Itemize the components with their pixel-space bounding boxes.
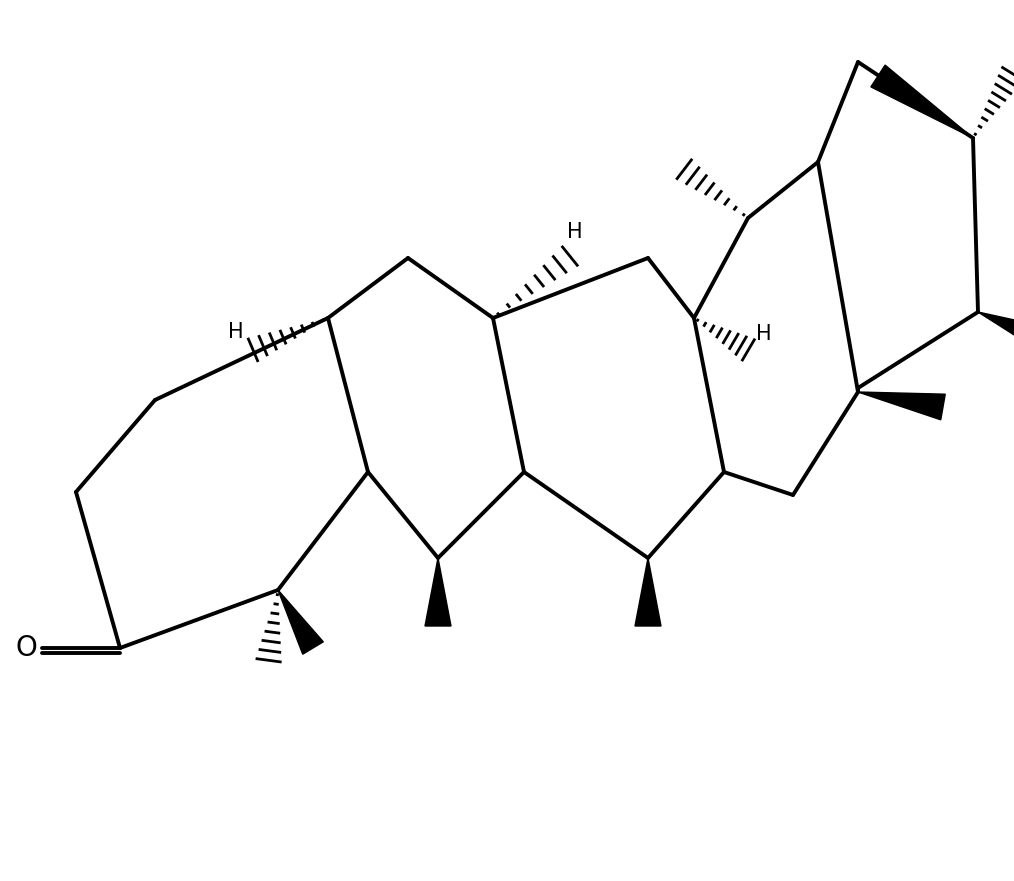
Polygon shape [977,312,1014,352]
Polygon shape [425,558,451,626]
Text: O: O [15,634,37,662]
Text: H: H [228,322,243,342]
Polygon shape [858,392,945,420]
Text: H: H [756,324,772,344]
Polygon shape [278,590,323,655]
Text: H: H [567,222,583,242]
Polygon shape [635,558,661,626]
Polygon shape [871,65,973,138]
